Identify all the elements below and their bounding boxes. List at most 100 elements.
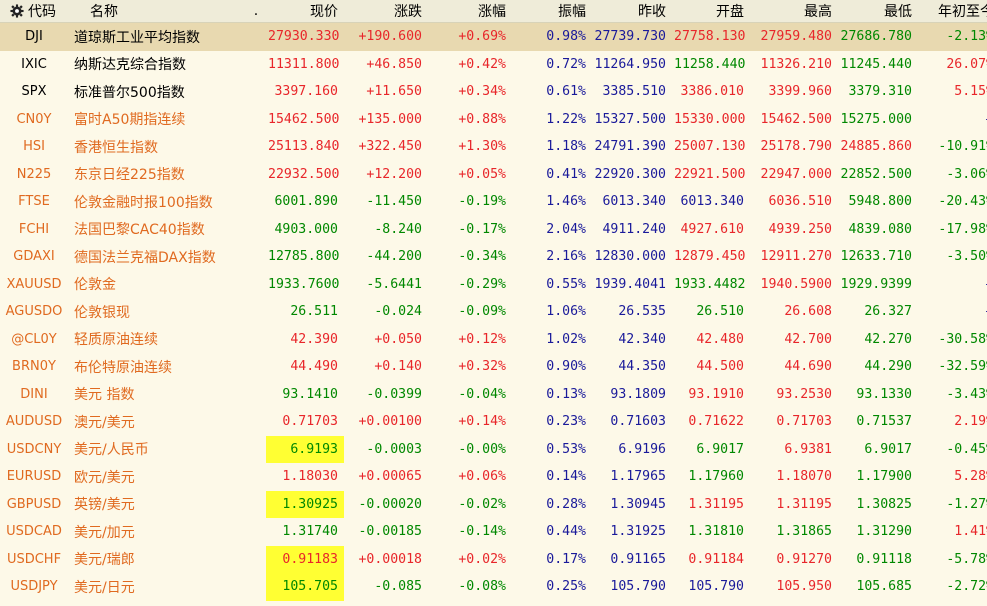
header-amplitude[interactable]: 振幅: [512, 0, 592, 23]
row-price: 6.9193: [266, 435, 344, 463]
row-amplitude: 1.06%: [546, 304, 586, 320]
table-row[interactable]: BRN0Y 布伦特原油连续 44.490 +0.140 +0.32% 0.90%…: [0, 353, 987, 381]
table-row[interactable]: FCHI 法国巴黎CAC40指数 4903.000 -8.240 -0.17% …: [0, 216, 987, 244]
row-change: +0.00065: [358, 469, 422, 485]
row-prev-close: 1.31925: [610, 524, 666, 540]
row-low: 22852.500: [840, 166, 912, 182]
header-change-pct[interactable]: 涨幅: [428, 0, 512, 23]
row-code: HSI: [23, 139, 45, 155]
table-row[interactable]: USDCHF 美元/瑞郎 0.91183 +0.00018 +0.02% 0.1…: [0, 545, 987, 573]
row-code: DJI: [0, 22, 68, 51]
row-prev-close: 3385.510: [602, 84, 666, 100]
row-open: 26.510: [696, 304, 744, 320]
row-dot: [246, 298, 266, 326]
table-row[interactable]: SPX 标准普尔500指数 3397.160 +11.650 +0.34% 0.…: [0, 78, 987, 106]
row-dot: [246, 518, 266, 546]
table-row[interactable]: EURUSD 欧元/美元 1.18030 +0.00065 +0.06% 0.1…: [0, 463, 987, 491]
header-dot[interactable]: .: [246, 0, 266, 23]
table-row[interactable]: USDCNY 美元/人民币 6.9193 -0.0003 -0.00% 0.53…: [0, 435, 987, 463]
row-amplitude: 0.61%: [546, 84, 586, 100]
row-change: -11.450: [366, 194, 422, 210]
row-change: -0.00020: [358, 496, 422, 512]
table-row[interactable]: @CL0Y 轻质原油连续 42.390 +0.050 +0.12% 1.02% …: [0, 326, 987, 354]
row-name: 美元/加元: [74, 524, 135, 541]
row-change: -0.024: [374, 304, 422, 320]
row-dot: [246, 463, 266, 491]
row-prev-close: 1.30945: [610, 496, 666, 512]
row-dot: [246, 51, 266, 79]
table-row[interactable]: USDJPY 美元/日元 105.705 -0.085 -0.08% 0.25%…: [0, 573, 987, 601]
table-row[interactable]: CN0Y 富时A50期指连续 15462.500 +135.000 +0.88%…: [0, 106, 987, 134]
row-ytd: –: [918, 271, 987, 299]
row-amplitude: 0.90%: [546, 359, 586, 375]
header-low[interactable]: 最低: [838, 0, 918, 23]
row-name: 伦敦金: [74, 277, 116, 294]
row-open: 6013.340: [680, 194, 744, 210]
row-ytd: 5.28%: [954, 469, 987, 485]
row-dot: [246, 491, 266, 519]
row-name: 美元/瑞郎: [74, 552, 135, 569]
row-ytd: -1.27%: [946, 496, 987, 512]
header-code[interactable]: 代码: [0, 0, 68, 23]
row-ytd: -3.43%: [946, 386, 987, 402]
table-row[interactable]: XAUUSD 伦敦金 1933.7600 -5.6441 -0.29% 0.55…: [0, 271, 987, 299]
row-price: 0.71703: [282, 414, 338, 430]
row-amplitude: 0.72%: [546, 56, 586, 72]
row-low: 12633.710: [840, 249, 912, 265]
row-name: 轻质原油连续: [74, 332, 158, 349]
row-name: 东京日经225指数: [74, 167, 185, 184]
row-code: EURUSD: [6, 469, 62, 485]
row-low: 24885.860: [840, 139, 912, 155]
header-price[interactable]: 现价: [266, 0, 344, 23]
row-name: 伦敦银现: [74, 304, 130, 321]
row-code: GDAXI: [13, 249, 55, 265]
header-name[interactable]: 名称: [68, 0, 246, 23]
table-row[interactable]: HSI 香港恒生指数 25113.840 +322.450 +1.30% 1.1…: [0, 133, 987, 161]
row-ytd: 26.07%: [946, 56, 987, 72]
row-code: @CL0Y: [11, 331, 57, 347]
row-change-pct: +0.02%: [458, 551, 506, 567]
gear-icon[interactable]: [10, 4, 24, 18]
row-change: -5.6441: [366, 276, 422, 292]
row-price: 25113.840: [268, 139, 340, 155]
row-change: +0.00100: [358, 414, 422, 430]
row-change-pct: -0.09%: [458, 304, 506, 320]
row-code: XAUUSD: [6, 276, 62, 292]
header-open[interactable]: 开盘: [672, 0, 750, 23]
row-open: 93.1910: [688, 386, 744, 402]
header-ytd[interactable]: 年初至今: [918, 0, 987, 23]
row-amplitude: 2.16%: [546, 249, 586, 265]
row-prev-close: 26.535: [618, 304, 666, 320]
row-ytd: -5.78%: [946, 551, 987, 567]
row-prev-close: 4911.240: [602, 221, 666, 237]
row-ytd: -3.06%: [946, 166, 987, 182]
row-high: 1.18070: [776, 469, 832, 485]
row-price: 1.31740: [282, 524, 338, 540]
row-low: 1.30825: [856, 496, 912, 512]
row-prev-close: 1.17965: [610, 469, 666, 485]
table-row[interactable]: USDCAD 美元/加元 1.31740 -0.00185 -0.14% 0.4…: [0, 518, 987, 546]
row-dot: [246, 188, 266, 216]
table-row[interactable]: IXIC 纳斯达克综合指数 11311.800 +46.850 +0.42% 0…: [0, 51, 987, 79]
table-row[interactable]: GBPUSD 英镑/美元 1.30925 -0.00020 -0.02% 0.2…: [0, 490, 987, 519]
header-high[interactable]: 最高: [750, 0, 838, 23]
table-row[interactable]: AUDUSD 澳元/美元 0.71703 +0.00100 +0.14% 0.2…: [0, 408, 987, 436]
row-price: 44.490: [290, 359, 338, 375]
table-row[interactable]: DJI 道琼斯工业平均指数 27930.330 +190.600 +0.69% …: [0, 22, 987, 51]
table-row[interactable]: GDAXI 德国法兰克福DAX指数 12785.800 -44.200 -0.3…: [0, 243, 987, 271]
row-amplitude: 1.46%: [546, 194, 586, 210]
row-ytd: -32.59%: [938, 359, 987, 375]
row-high: 6036.510: [768, 194, 832, 210]
header-prev-close[interactable]: 昨收: [592, 0, 672, 23]
row-code: CN0Y: [16, 111, 52, 127]
row-ytd: -20.43%: [938, 194, 987, 210]
row-amplitude: 0.44%: [546, 524, 586, 540]
row-code: AGUSDO: [5, 304, 63, 320]
table-row[interactable]: AGUSDO 伦敦银现 26.511 -0.024 -0.09% 1.06% 2…: [0, 298, 987, 326]
table-row[interactable]: DINI 美元 指数 93.1410 -0.0399 -0.04% 0.13% …: [0, 381, 987, 409]
table-row[interactable]: FTSE 伦敦金融时报100指数 6001.890 -11.450 -0.19%…: [0, 188, 987, 216]
header-change[interactable]: 涨跌: [344, 0, 428, 23]
table-row[interactable]: N225 东京日经225指数 22932.500 +12.200 +0.05% …: [0, 161, 987, 189]
row-ytd: -2.13%: [918, 22, 987, 51]
